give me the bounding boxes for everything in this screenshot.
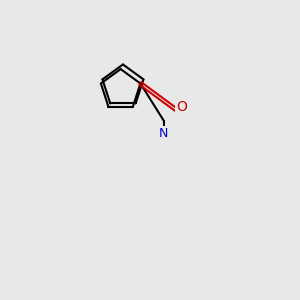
Text: O: O xyxy=(176,100,187,114)
Text: N: N xyxy=(159,127,168,140)
